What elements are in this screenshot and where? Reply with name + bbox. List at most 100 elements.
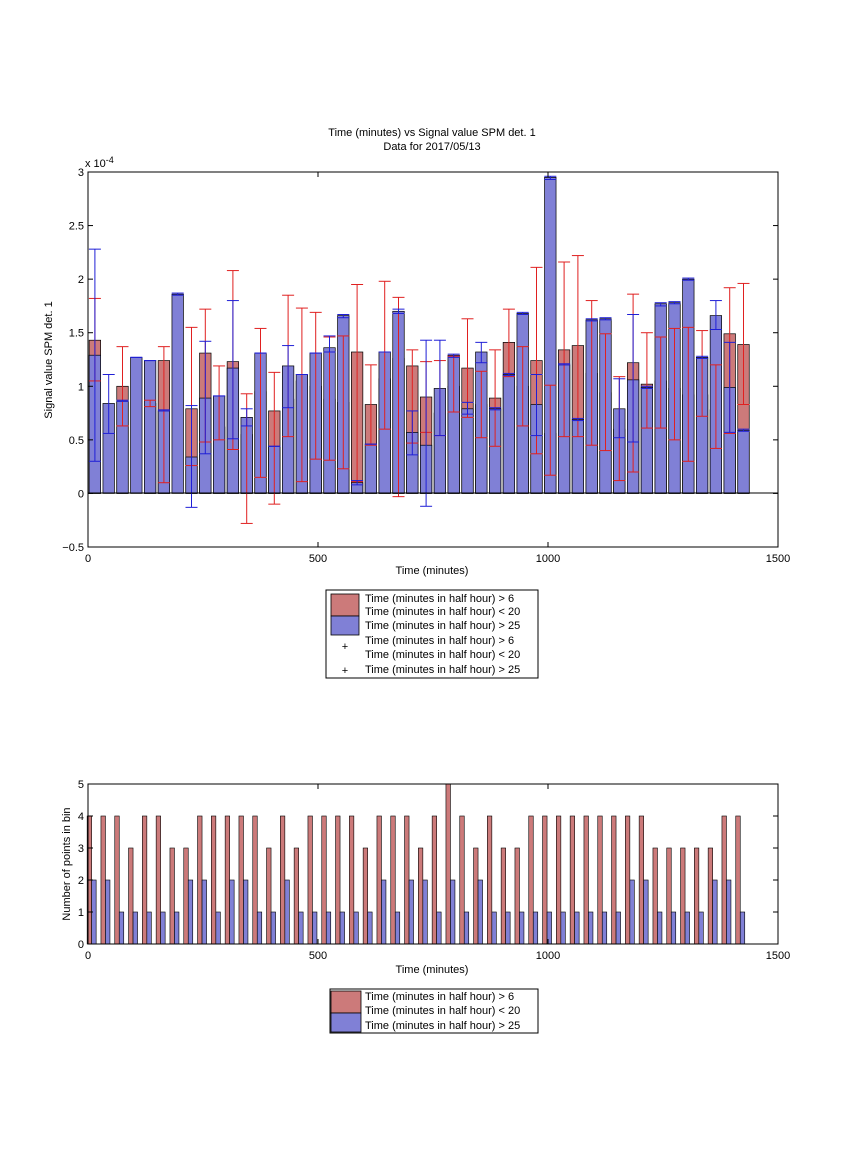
x-ticks: 0 500 1000 1500 (85, 172, 790, 565)
legend-blue-plus-icon: + (342, 665, 348, 677)
blue-errorbar (447, 353, 460, 358)
blue-errorbar (157, 409, 170, 412)
blue-count-bar (629, 879, 635, 945)
blue-count-bar (187, 879, 194, 945)
y-exponent-label: x 10-4 (85, 155, 114, 170)
blue-errorbar (406, 410, 419, 456)
blue-errorbar (654, 302, 667, 307)
y-tick-label: 1 (78, 381, 84, 393)
red-errorbar (544, 384, 557, 476)
y-tick-label: 0 (78, 488, 84, 500)
blue-errorbar (640, 385, 653, 389)
blue-count-bar (367, 911, 373, 945)
blue-count-bar (670, 911, 677, 945)
blue-bar (502, 374, 515, 494)
x-tick-label: 1500 (766, 950, 790, 962)
y-exponent-base: x 10 (85, 158, 106, 170)
red-count-bar (100, 815, 106, 945)
red-count-bar (556, 815, 562, 945)
red-count-bar (707, 847, 713, 945)
red-count-bar (211, 815, 217, 945)
red-count-bar (293, 847, 299, 945)
legend-blue-patch (330, 615, 360, 636)
legend-entry: Time (minutes in half hour) > 25 (365, 1020, 520, 1032)
red-count-bar (694, 847, 700, 945)
blue-bar (364, 443, 377, 494)
blue-count-bar (394, 911, 401, 945)
blue-count-bar (132, 911, 138, 945)
red-count-bar (280, 815, 286, 945)
y-tick-label: 2.5 (69, 221, 84, 233)
blue-errorbar (737, 428, 750, 432)
blue-errorbar (530, 374, 543, 437)
blue-count-bar (284, 879, 290, 945)
red-count-bar (514, 847, 520, 945)
blue-errorbar (709, 300, 722, 330)
blue-errorbar (116, 399, 129, 402)
red-count-bar (128, 847, 134, 945)
red-count-bar (638, 815, 644, 945)
blue-errorbar-series (88, 175, 750, 508)
chart-subtitle: Data for 2017/05/13 (383, 141, 480, 153)
blue-count-bar (560, 911, 566, 945)
red-count-bar (390, 815, 396, 945)
y-axis-label: Signal value SPM det. 1 (43, 301, 55, 418)
red-errorbar (571, 255, 584, 438)
blue-count-bars (91, 879, 746, 945)
blue-count-bar (381, 879, 387, 945)
red-count-bar (114, 815, 120, 945)
red-count-bar (197, 815, 203, 945)
red-errorbar (502, 308, 515, 378)
red-errorbar (682, 326, 695, 462)
blue-count-bar (422, 879, 428, 945)
red-errorbar (489, 349, 502, 447)
blue-errorbar (627, 314, 640, 443)
red-count-bar (611, 815, 617, 945)
blue-errorbar (337, 314, 350, 319)
legend-entry: Time (minutes in half hour) < 20 (365, 649, 520, 661)
blue-count-bar (215, 911, 221, 945)
legend-entry: Time (minutes in half hour) > 6 (365, 593, 514, 605)
blue-count-bar (312, 911, 318, 945)
blue-count-bar (657, 911, 663, 945)
y-axis-label: Number of points in bin (61, 807, 73, 920)
red-count-bar (266, 847, 272, 945)
blue-count-bar (174, 911, 180, 945)
blue-count-bar (408, 879, 414, 945)
red-count-bar (625, 815, 631, 945)
blue-bar (737, 429, 750, 494)
red-count-bar (307, 815, 313, 945)
x-tick-label: 0 (85, 950, 91, 962)
red-errorbar (696, 330, 709, 417)
blue-errorbar (102, 374, 115, 434)
red-errorbar (268, 371, 281, 505)
blue-count-bar (532, 911, 539, 945)
blue-errorbar (502, 372, 515, 377)
blue-errorbar (516, 311, 529, 315)
red-count-bar (169, 847, 175, 945)
blue-errorbar (185, 405, 198, 508)
blue-errorbar (226, 300, 239, 440)
red-count-bar (404, 815, 410, 945)
red-count-bars (86, 783, 741, 945)
blue-errorbar (668, 301, 681, 305)
blue-errorbar (585, 318, 598, 322)
red-count-bar (528, 815, 534, 945)
red-count-bar (473, 847, 479, 945)
blue-bar (461, 408, 474, 494)
blue-count-bar (463, 911, 470, 945)
blue-errorbar (199, 340, 212, 455)
x-tick-label: 1000 (536, 553, 560, 565)
blue-errorbar (433, 339, 446, 437)
red-count-bar (445, 783, 451, 945)
blue-count-bar (698, 911, 704, 945)
red-errorbar (392, 296, 405, 498)
red-count-bar (362, 847, 368, 945)
red-count-bar (597, 815, 603, 945)
blue-count-bar (491, 911, 497, 945)
blue-errorbar (599, 317, 612, 321)
blue-count-bar (201, 879, 207, 945)
blue-count-bar (256, 911, 263, 945)
blue-errorbar (282, 345, 295, 409)
